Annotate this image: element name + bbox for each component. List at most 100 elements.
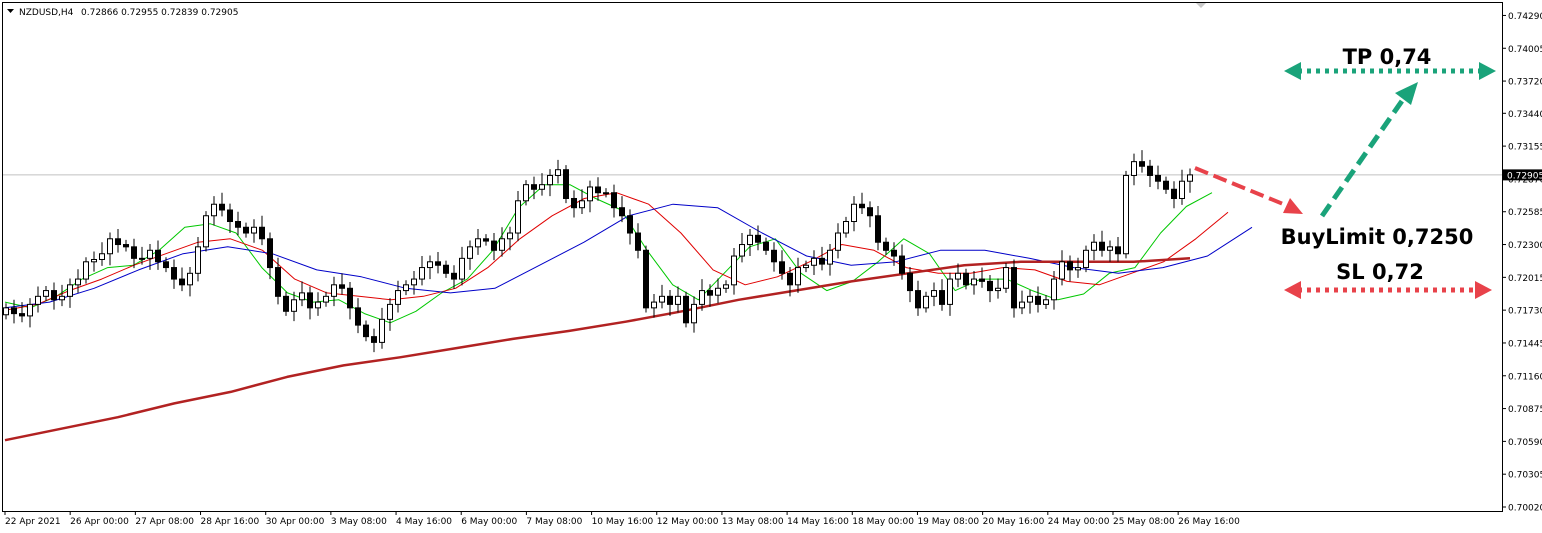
bull-candle	[515, 200, 521, 234]
entry-arrow-head-icon	[1283, 198, 1303, 214]
bull-candle	[1091, 241, 1097, 251]
bull-candle	[1107, 246, 1113, 251]
bull-candle	[1123, 174, 1129, 255]
bear-candle	[339, 284, 345, 289]
bull-candle	[1075, 267, 1081, 271]
x-tick-label: 3 May 08:00	[331, 517, 387, 527]
bull-candle	[395, 290, 401, 305]
bear-candle	[627, 215, 633, 234]
bull-candle	[603, 192, 609, 195]
bull-candle	[315, 301, 321, 309]
bear-candle	[227, 209, 233, 223]
bear-candle	[123, 244, 129, 248]
bull-candle	[83, 261, 89, 280]
x-tick-label: 27 Apr 08:00	[135, 517, 194, 527]
x-tick-label: 26 May 16:00	[1178, 517, 1240, 527]
bull-candle	[675, 295, 681, 305]
y-tick-label: 0.72585	[1508, 208, 1542, 218]
bear-candle	[787, 272, 793, 286]
bear-candle	[667, 295, 673, 305]
x-tick-label: 22 Apr 2021	[5, 517, 61, 527]
bear-candle	[611, 192, 617, 209]
bull-candle	[1131, 161, 1137, 176]
bull-candle	[851, 203, 857, 223]
bull-candle	[507, 232, 513, 240]
up-arrow-line	[1319, 96, 1407, 218]
bear-candle	[707, 290, 713, 296]
entry-label: BuyLimit 0,7250	[1281, 225, 1474, 249]
symbol-dropdown-icon[interactable]	[7, 9, 14, 13]
bull-candle	[579, 200, 585, 209]
x-tick-label: 30 Apr 00:00	[266, 517, 325, 527]
bear-candle	[219, 203, 225, 211]
bear-candle	[283, 295, 289, 312]
y-tick-label: 0.70020	[1508, 504, 1542, 514]
bear-candle	[915, 290, 921, 309]
bull-candle	[379, 318, 385, 343]
bull-candle	[475, 238, 481, 248]
bear-candle	[755, 234, 761, 243]
bull-candle	[203, 215, 209, 248]
price-axis[interactable]: 0.74290 0.74005 0.73720 0.73440 0.73155 0.728…	[1502, 12, 1542, 514]
bull-candle	[251, 226, 257, 234]
bull-candle	[747, 234, 753, 246]
x-tick-label: 20 May 16:00	[983, 517, 1045, 527]
bull-candle	[659, 295, 665, 303]
sl-arrow-right-head-icon	[1475, 281, 1492, 299]
chart-shift-marker-icon[interactable]	[1196, 3, 1206, 8]
bear-candle	[1115, 246, 1121, 255]
y-tick-label: 0.73155	[1508, 143, 1542, 153]
bear-candle	[483, 238, 489, 242]
y-tick-label: 0.73720	[1508, 78, 1542, 88]
y-tick-label: 0.71445	[1508, 339, 1542, 349]
ma-long-line	[4, 257, 1191, 442]
symbol-label: NZDUSD,H4	[19, 8, 74, 18]
bear-candle	[883, 241, 889, 251]
x-tick-label: 10 May 16:00	[592, 517, 654, 527]
bull-candle	[427, 261, 433, 269]
bear-candle	[875, 215, 881, 243]
bear-candle	[363, 324, 369, 338]
bull-candle	[739, 244, 745, 257]
bear-candle	[51, 290, 57, 301]
bear-candle	[11, 307, 17, 315]
y-tick-label: 0.72870	[1508, 175, 1542, 185]
bull-candle	[27, 303, 33, 317]
bear-candle	[259, 226, 265, 240]
bear-candle	[1067, 261, 1073, 271]
bear-candle	[307, 292, 313, 309]
bull-candle	[411, 278, 417, 286]
bull-candle	[1187, 174, 1193, 182]
bull-candle	[587, 186, 593, 202]
trade-annotations: TP 0,74 BuyLimit 0,7250 SL 0,72	[1194, 45, 1496, 299]
x-tick-label: 26 Apr 00:00	[70, 517, 129, 527]
bull-candle	[1059, 261, 1065, 280]
x-tick-label: 12 May 00:00	[657, 517, 719, 527]
x-tick-label: 18 May 00:00	[852, 517, 914, 527]
bull-candle	[803, 264, 809, 269]
bear-candle	[131, 246, 137, 259]
tp-arrow-right-head-icon	[1479, 62, 1496, 80]
bear-candle	[1011, 267, 1017, 309]
bull-candle	[459, 257, 465, 280]
bear-candle	[435, 261, 441, 266]
bear-candle	[531, 184, 537, 190]
bear-candle	[275, 267, 281, 297]
ma-mid-line	[4, 192, 1229, 311]
time-axis[interactable]: 22 Apr 2021 26 Apr 00:00 27 Apr 08:00 28 Ap…	[4, 511, 1240, 527]
bear-candle	[891, 249, 897, 257]
bear-candle	[571, 197, 577, 209]
bear-candle	[491, 240, 497, 251]
y-tick-label: 0.74005	[1508, 45, 1542, 55]
bull-candle	[3, 307, 9, 316]
bull-candle	[1043, 299, 1049, 305]
bear-candle	[155, 249, 161, 263]
bull-candle	[35, 295, 41, 305]
bear-candle	[771, 249, 777, 263]
bear-candle	[643, 249, 649, 309]
bull-candle	[467, 246, 473, 259]
bear-candle	[867, 207, 873, 217]
y-tick-label: 0.72300	[1508, 241, 1542, 251]
